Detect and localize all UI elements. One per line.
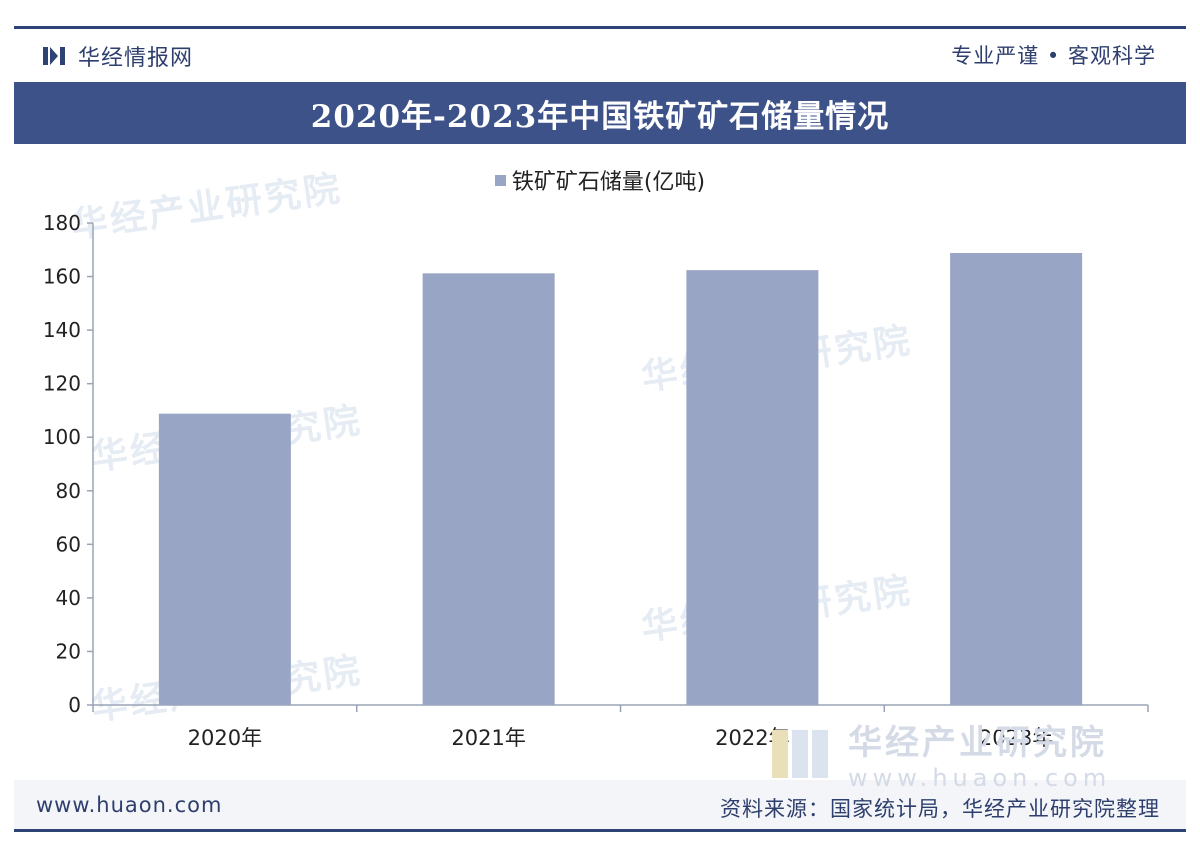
x-tick-label: 2020年 <box>188 726 262 750</box>
bar <box>686 270 819 705</box>
legend-swatch <box>494 174 506 186</box>
y-tick-label: 20 <box>56 639 81 663</box>
corner-logo: 华经产业研究院 www.huaon.com <box>770 715 1111 792</box>
brand: 华经情报网 <box>42 40 193 72</box>
x-tick-label: 2021年 <box>451 726 525 750</box>
corner-logo-icon <box>772 729 828 778</box>
brand-name: 华经情报网 <box>78 46 194 71</box>
y-tick-label: 100 <box>43 425 81 449</box>
y-tick-label: 80 <box>56 479 81 503</box>
corner-logo-url: www.huaon.com <box>848 764 1112 792</box>
y-tick-label: 0 <box>68 693 81 717</box>
y-tick-label: 180 <box>43 211 81 235</box>
footer-source: 资料来源：国家统计局，华经产业研究院整理 <box>720 797 1160 821</box>
y-tick-label: 160 <box>43 265 81 289</box>
chart-legend: 铁矿矿石储量(亿吨) <box>0 164 1200 196</box>
y-tick-label: 140 <box>43 318 81 342</box>
legend-label: 铁矿矿石储量(亿吨) <box>511 170 706 195</box>
bar <box>950 252 1083 706</box>
bar <box>158 413 291 705</box>
corner-logo-name: 华经产业研究院 <box>848 723 1107 763</box>
title-bar: 2020年-2023年中国铁矿矿石储量情况 <box>14 82 1186 144</box>
brand-logo-icon <box>43 47 65 65</box>
bar <box>422 273 555 705</box>
top-rule <box>14 26 1186 29</box>
x-tick-label: 2023年 <box>979 726 1053 750</box>
y-tick-label: 40 <box>56 586 81 610</box>
footer-url: www.huaon.com <box>36 793 223 817</box>
slogan: 专业严谨 • 客观科学 <box>951 44 1156 68</box>
bottom-rule <box>14 829 1186 832</box>
y-tick-label: 120 <box>43 372 81 396</box>
footer-strip <box>14 780 1186 829</box>
chart-title: 2020年-2023年中国铁矿矿石储量情况 <box>310 98 890 135</box>
y-tick-label: 60 <box>56 532 81 556</box>
